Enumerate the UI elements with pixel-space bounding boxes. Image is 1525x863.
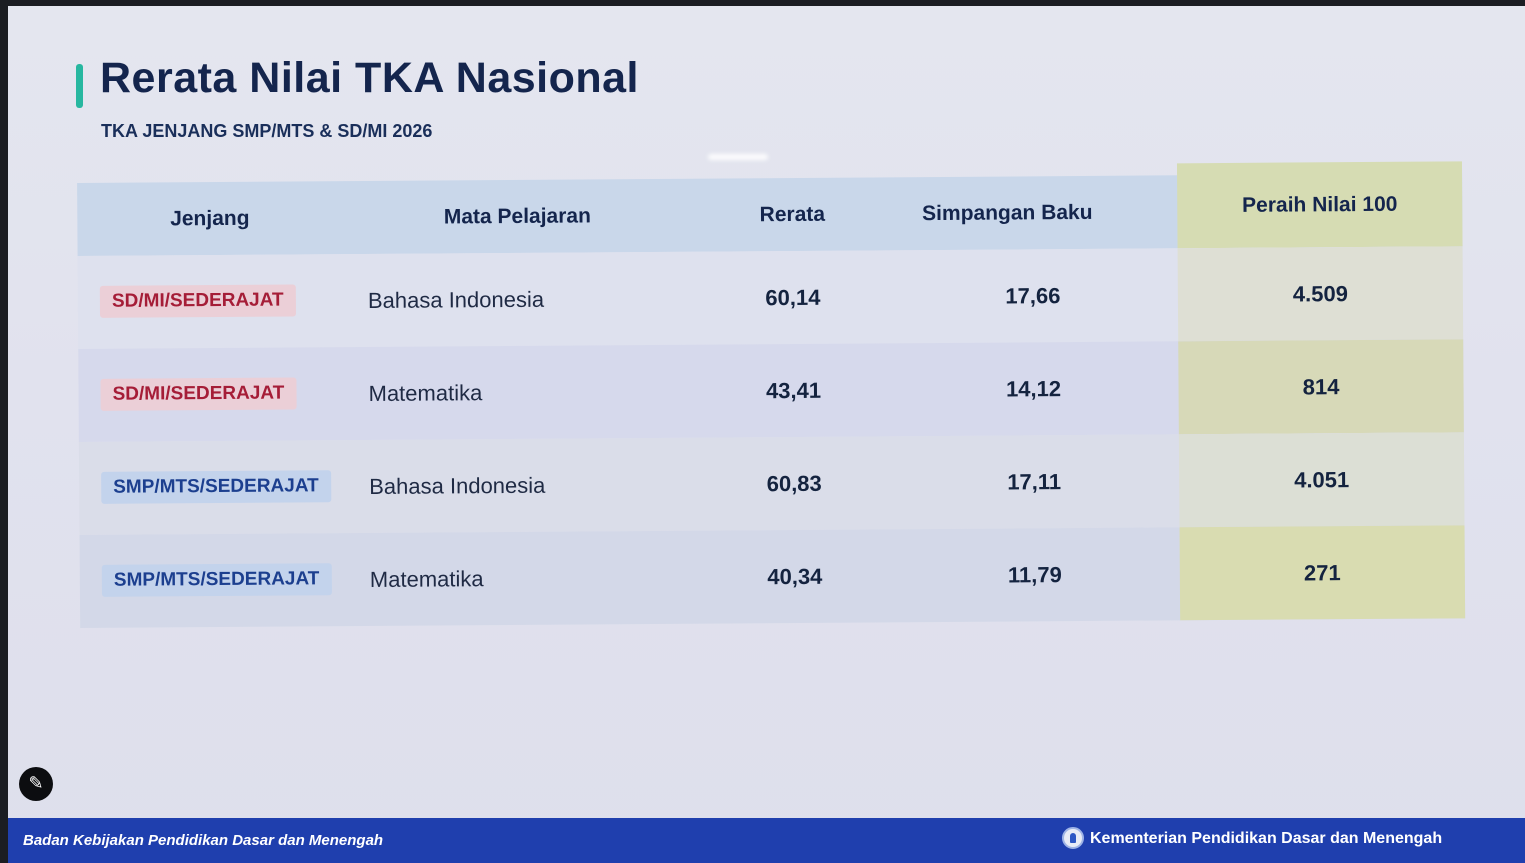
subject-cell: Bahasa Indonesia [368,253,545,347]
mean-cell: 60,83 [719,436,870,530]
slide-title: Rerata Nilai TKA Nasional [100,54,639,103]
table-row: SD/MI/SEDERAJAT Matematika 43,41 14,12 8… [78,339,1464,442]
ministry-logo-icon [1062,827,1084,849]
slide-subtitle: TKA JENJANG SMP/MTS & SD/MI 2026 [101,121,432,142]
subject-cell: Matematika [370,532,484,626]
perfect-score-cell: 4.051 [1179,432,1465,527]
screen-glare [708,154,768,160]
footer-ministry-name: Kementerian Pendidikan Dasar dan Menenga… [1090,830,1442,848]
level-badge: SMP/MTS/SEDERAJAT [102,563,332,597]
mean-cell: 43,41 [718,343,869,437]
std-dev-cell: 11,79 [960,528,1111,622]
header-perfect-score: Peraih Nilai 100 [1177,161,1463,248]
level-badge: SMP/MTS/SEDERAJAT [101,470,331,504]
std-dev-cell: 17,11 [959,435,1110,529]
header-simpangan-baku: Simpangan Baku [907,176,1108,250]
table-header: Jenjang Mata Pelajaran Rerata Simpangan … [77,173,1462,256]
subject-cell: Matematika [368,346,482,440]
results-table: Jenjang Mata Pelajaran Rerata Simpangan … [77,161,1465,626]
table-row: SMP/MTS/SEDERAJAT Matematika 40,34 11,79… [80,525,1466,628]
title-accent-bar [76,64,83,108]
std-dev-cell: 17,66 [958,249,1109,343]
level-badge: SD/MI/SEDERAJAT [100,284,296,317]
perfect-score-cell: 271 [1180,525,1466,620]
perfect-score-cell: 4.509 [1178,246,1464,341]
footer-bar: Badan Kebijakan Pendidikan Dasar dan Men… [8,818,1525,863]
footer-agency-name: Badan Kebijakan Pendidikan Dasar dan Men… [23,832,383,849]
pencil-icon[interactable]: ✎ [19,767,53,801]
mean-cell: 40,34 [720,529,871,623]
table-row: SMP/MTS/SEDERAJAT Bahasa Indonesia 60,83… [79,432,1465,535]
presentation-slide: Rerata Nilai TKA Nasional TKA JENJANG SM… [8,6,1525,863]
std-dev-cell: 14,12 [958,342,1109,436]
mean-cell: 60,14 [718,250,869,344]
level-badge: SD/MI/SEDERAJAT [100,377,296,410]
subject-cell: Bahasa Indonesia [369,439,546,533]
perfect-score-cell: 814 [1178,339,1464,434]
header-jenjang: Jenjang [77,181,343,256]
header-rerata: Rerata [717,177,868,251]
table-row: SD/MI/SEDERAJAT Bahasa Indonesia 60,14 1… [78,246,1464,349]
header-mata-pelajaran: Mata Pelajaran [407,179,628,254]
